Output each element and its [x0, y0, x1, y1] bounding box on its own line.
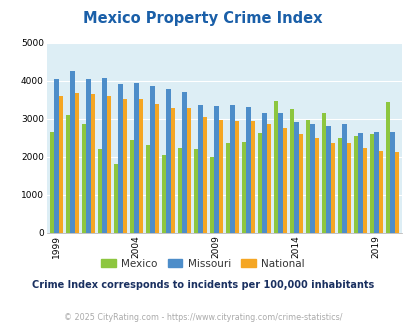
- Bar: [150, 86, 154, 233]
- Bar: [218, 119, 222, 233]
- Bar: [245, 108, 250, 233]
- Bar: [209, 157, 213, 233]
- Bar: [389, 132, 394, 233]
- Bar: [181, 92, 186, 233]
- Bar: [161, 155, 166, 233]
- Bar: [75, 93, 79, 233]
- Bar: [118, 84, 122, 233]
- Text: Mexico Property Crime Index: Mexico Property Crime Index: [83, 11, 322, 26]
- Bar: [330, 143, 334, 233]
- Bar: [277, 113, 282, 233]
- Bar: [86, 79, 90, 233]
- Bar: [129, 140, 134, 233]
- Bar: [262, 113, 266, 233]
- Bar: [70, 71, 75, 233]
- Bar: [250, 121, 254, 233]
- Bar: [282, 128, 286, 233]
- Bar: [198, 105, 202, 233]
- Bar: [213, 106, 218, 233]
- Bar: [266, 124, 271, 233]
- Bar: [58, 96, 63, 233]
- Bar: [298, 134, 302, 233]
- Bar: [273, 101, 277, 233]
- Bar: [369, 134, 373, 233]
- Bar: [357, 133, 362, 233]
- Bar: [154, 104, 159, 233]
- Bar: [394, 152, 398, 233]
- Bar: [90, 94, 95, 233]
- Bar: [113, 164, 118, 233]
- Bar: [309, 124, 314, 233]
- Text: © 2025 CityRating.com - https://www.cityrating.com/crime-statistics/: © 2025 CityRating.com - https://www.city…: [64, 313, 341, 322]
- Bar: [362, 148, 366, 233]
- Bar: [314, 138, 318, 233]
- Text: Crime Index corresponds to incidents per 100,000 inhabitants: Crime Index corresponds to incidents per…: [32, 280, 373, 290]
- Bar: [97, 149, 102, 233]
- Bar: [49, 132, 54, 233]
- Bar: [66, 115, 70, 233]
- Bar: [138, 99, 143, 233]
- Bar: [134, 83, 138, 233]
- Bar: [257, 133, 262, 233]
- Bar: [293, 122, 298, 233]
- Bar: [337, 138, 341, 233]
- Bar: [177, 148, 181, 233]
- Bar: [81, 124, 86, 233]
- Bar: [202, 117, 207, 233]
- Bar: [145, 145, 150, 233]
- Bar: [234, 121, 239, 233]
- Bar: [166, 89, 170, 233]
- Bar: [186, 108, 191, 233]
- Bar: [353, 136, 357, 233]
- Bar: [346, 143, 350, 233]
- Bar: [341, 124, 346, 233]
- Legend: Mexico, Missouri, National: Mexico, Missouri, National: [97, 254, 308, 273]
- Bar: [373, 132, 377, 233]
- Bar: [377, 151, 382, 233]
- Bar: [385, 102, 389, 233]
- Bar: [102, 78, 106, 233]
- Bar: [225, 143, 230, 233]
- Bar: [170, 108, 175, 233]
- Bar: [305, 120, 309, 233]
- Bar: [122, 99, 127, 233]
- Bar: [325, 126, 330, 233]
- Bar: [230, 105, 234, 233]
- Bar: [289, 109, 293, 233]
- Bar: [241, 142, 245, 233]
- Bar: [106, 96, 111, 233]
- Bar: [321, 114, 325, 233]
- Bar: [193, 149, 198, 233]
- Bar: [54, 79, 58, 233]
